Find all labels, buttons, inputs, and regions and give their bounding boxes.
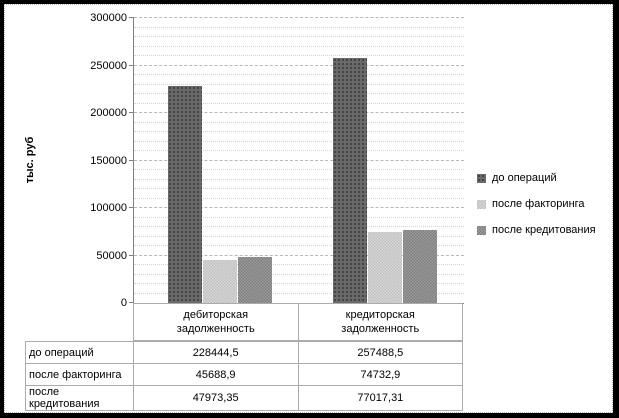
minor-gridline: [134, 131, 464, 132]
y-axis-tickmark: [129, 207, 134, 208]
minor-gridline: [134, 83, 464, 85]
legend-item: после кредитования: [477, 224, 596, 236]
minor-gridline: [134, 45, 464, 47]
y-axis-tick-label: 300000: [90, 12, 127, 24]
table-row: до операций 228444,5 257488,5: [26, 342, 462, 363]
table-row-label: до операций: [26, 342, 134, 363]
y-axis-tick-label: 0: [120, 297, 127, 309]
minor-gridline: [134, 273, 464, 275]
minor-gridline: [134, 74, 464, 75]
minor-gridline: [134, 93, 464, 94]
table-row-label: после кредитования: [26, 386, 134, 410]
table-cell-value: 74732,9: [297, 364, 462, 385]
y-axis-tick-label: 200000: [90, 107, 127, 119]
table-cell-value: 228444,5: [192, 346, 239, 359]
minor-gridline: [134, 216, 464, 218]
legend-label: после кредитования: [492, 224, 596, 236]
major-gridline: [134, 254, 464, 256]
minor-gridline: [134, 102, 464, 104]
minor-gridline: [134, 292, 464, 294]
minor-gridline: [134, 121, 464, 123]
minor-gridline: [134, 188, 464, 189]
y-axis-tick-label: 100000: [90, 202, 127, 214]
minor-gridline: [134, 197, 464, 199]
category-label: кредиторская задолженность: [297, 304, 463, 340]
legend-item: после факторинга: [477, 198, 596, 210]
y-axis-tickmark: [129, 112, 134, 113]
legend-label: после факторинга: [492, 198, 585, 210]
category-label: дебиторская задолженность: [176, 309, 255, 335]
major-gridline: [134, 207, 464, 208]
y-axis-tick-label: 50000: [96, 249, 127, 262]
bar-series-3-category-1: [237, 257, 272, 303]
table-row: после факторинга 45688,9 74732,9: [26, 363, 462, 385]
minor-gridline: [134, 178, 464, 180]
y-axis-tickmark: [129, 159, 134, 161]
bar-series-2-category-2: [367, 232, 402, 303]
legend: до операций после факторинга после кредито…: [477, 172, 596, 236]
data-table: до операций 228444,5 257488,5 после фактори…: [25, 341, 463, 411]
legend-swatch-icon: [477, 173, 486, 183]
major-gridline: [134, 64, 464, 66]
table-cell-value: 77017,31: [297, 386, 462, 410]
bar-series-1-category-2: [332, 58, 367, 303]
minor-gridline: [134, 235, 464, 237]
minor-gridline: [134, 283, 464, 284]
minor-gridline: [134, 264, 464, 265]
table-cell-value: 47973,35: [192, 392, 239, 404]
minor-gridline: [134, 245, 464, 246]
minor-gridline: [134, 36, 464, 37]
bar-series-2-category-1: [202, 259, 237, 303]
minor-gridline: [134, 55, 464, 56]
table-row: после кредитования 47973,35 77017,31: [26, 385, 462, 410]
table-row-label: после факторинга: [26, 364, 134, 385]
bar-series-1-category-1: [167, 85, 202, 303]
minor-gridline: [134, 226, 464, 227]
y-axis-tickmark: [129, 254, 134, 256]
major-gridline: [134, 159, 464, 161]
y-axis-title: тыс. руб: [24, 136, 36, 184]
minor-gridline: [134, 150, 464, 151]
chart-canvas: [4, 4, 613, 413]
major-gridline: [134, 112, 464, 113]
y-axis-tick-label: 250000: [90, 59, 127, 72]
minor-gridline: [134, 26, 464, 28]
y-axis-tick-label: 150000: [90, 154, 127, 167]
plot-area: [129, 17, 464, 304]
table-cell-value: 45688,9: [195, 368, 236, 381]
legend-item: до операций: [477, 172, 596, 184]
y-axis-tickmark: [129, 64, 134, 66]
y-axis-tickmark: [129, 17, 134, 18]
minor-gridline: [134, 140, 464, 142]
minor-gridline: [134, 169, 464, 170]
legend-label: до операций: [492, 172, 557, 184]
table-cell-value: 257488,5: [297, 342, 462, 363]
y-axis-tickmark: [129, 302, 134, 303]
major-gridline: [134, 17, 464, 18]
legend-swatch-icon: [477, 225, 486, 235]
legend-swatch-icon: [477, 199, 486, 209]
bar-series-3-category-2: [402, 229, 437, 303]
category-axis-row: дебиторская задолженность кредиторская за…: [133, 303, 463, 341]
